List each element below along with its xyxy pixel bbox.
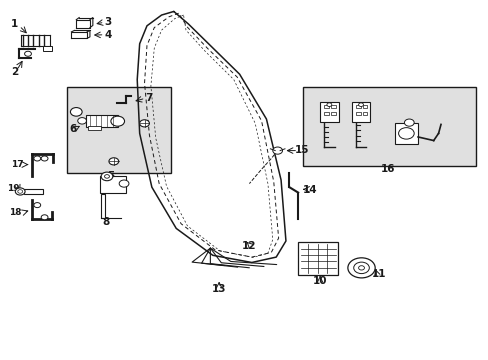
Text: 16: 16 [380,164,395,174]
Circle shape [326,103,331,107]
Circle shape [34,156,41,161]
Circle shape [358,103,363,107]
Circle shape [358,266,364,270]
Text: 17: 17 [11,160,24,169]
Text: 19: 19 [6,184,19,193]
Bar [362,112,366,116]
Bar [320,102,338,122]
Text: 1: 1 [11,19,18,29]
Bar [330,105,335,108]
Text: 4: 4 [104,30,111,40]
Bar [86,116,118,127]
Circle shape [353,262,368,274]
Circle shape [347,258,374,278]
Circle shape [398,128,413,139]
Bar [66,87,171,173]
Bar [101,194,104,218]
Circle shape [109,158,119,165]
Bar [324,112,328,116]
Bar [43,45,52,51]
Circle shape [140,120,149,127]
Text: 13: 13 [211,284,226,294]
Bar [88,126,101,130]
Text: 14: 14 [303,185,317,195]
Text: 3: 3 [104,17,111,27]
Text: 9: 9 [106,182,114,192]
Circle shape [272,147,282,154]
Text: 8: 8 [102,217,109,227]
Bar [351,102,369,122]
Bar [355,105,360,108]
Circle shape [34,203,41,208]
Text: 7: 7 [145,93,153,103]
Bar [100,176,126,193]
Text: 12: 12 [242,241,256,251]
Text: 15: 15 [294,145,308,155]
Bar [355,112,360,116]
Circle shape [41,215,48,220]
Circle shape [24,51,31,56]
Bar [324,105,328,108]
Text: 5: 5 [106,171,114,181]
Bar [362,105,366,108]
Circle shape [119,180,129,187]
Text: 18: 18 [9,208,21,217]
Circle shape [101,172,113,181]
Text: 2: 2 [11,67,18,77]
Circle shape [15,188,25,195]
Text: 11: 11 [370,269,385,279]
Circle shape [18,190,22,193]
Bar [394,123,417,144]
Circle shape [78,118,86,124]
Bar [298,242,337,275]
Circle shape [404,119,413,126]
Circle shape [70,108,82,116]
Circle shape [111,116,124,126]
Text: 10: 10 [312,276,326,286]
Bar [303,87,475,166]
Circle shape [104,175,109,178]
Text: 6: 6 [69,124,76,134]
Circle shape [41,156,48,161]
Bar [330,112,335,116]
Bar [24,189,42,194]
